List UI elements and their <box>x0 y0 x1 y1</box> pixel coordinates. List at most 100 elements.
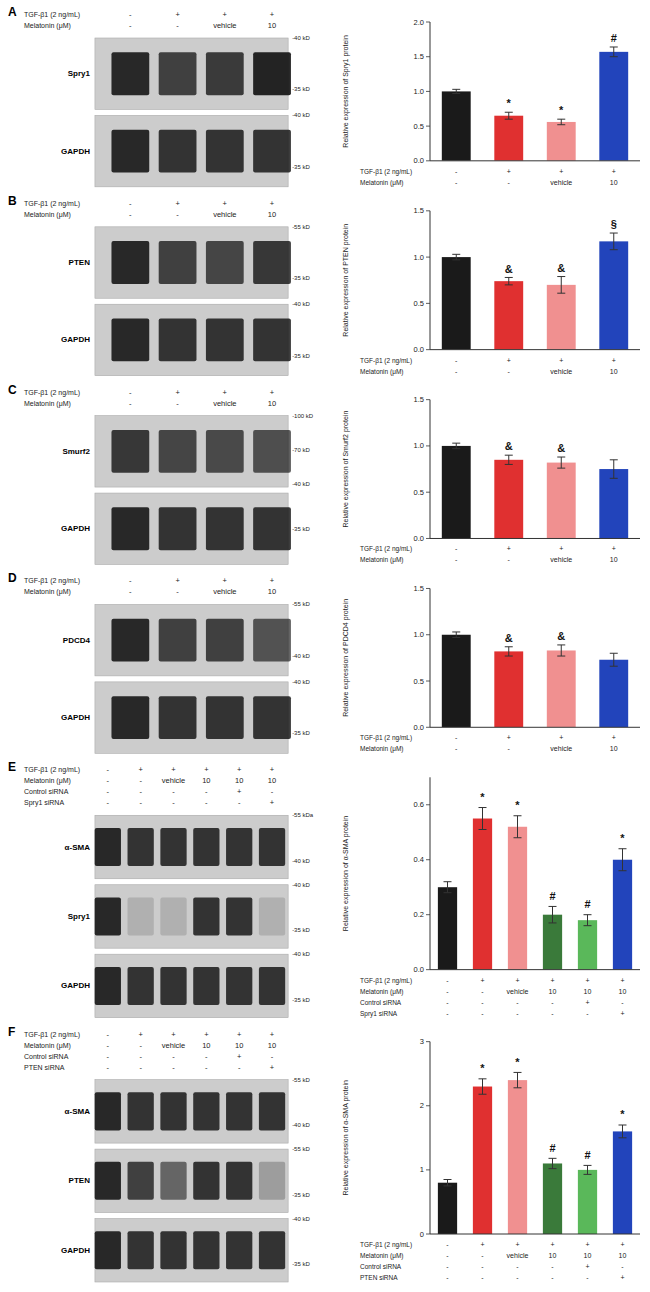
blot-band <box>111 130 149 173</box>
bar <box>543 1163 562 1234</box>
blot-condition-value: - <box>139 1052 142 1061</box>
blot-band <box>95 1162 121 1200</box>
mw-label: -35 kD <box>292 526 310 532</box>
gel-box <box>95 885 288 948</box>
bar-condition-value: - <box>455 357 458 364</box>
y-tick-label: 1.0 <box>414 441 424 450</box>
error-stem <box>508 455 509 464</box>
mw-label: -40 kD <box>292 951 310 957</box>
gel-box <box>95 1149 288 1212</box>
bar-condition-value: - <box>446 977 449 984</box>
bar-condition-value: vehicle <box>550 556 572 563</box>
blot-condition-value: - <box>172 787 175 796</box>
blot-band <box>206 130 244 173</box>
error-cap <box>505 646 513 647</box>
bar-condition-value: 10 <box>619 988 627 995</box>
blot-condition-value: 10 <box>268 776 276 785</box>
y-tick-label: 1.0 <box>414 87 424 96</box>
error-stem <box>561 457 562 468</box>
blot-band <box>253 52 291 95</box>
y-tick-label: 1.0 <box>414 630 424 639</box>
blot-band <box>159 430 197 473</box>
mw-label: -35 kD <box>292 730 310 736</box>
bar-condition-value: - <box>481 1252 484 1259</box>
blot-band <box>259 1092 285 1130</box>
error-stem <box>587 915 588 926</box>
error-stem <box>613 653 614 666</box>
error-cap <box>479 829 487 830</box>
x-axis-line <box>430 1234 640 1235</box>
blot-condition-value: - <box>107 798 110 807</box>
bar-condition-value: - <box>446 1263 449 1270</box>
blot-condition-label: PTEN siRNA <box>24 1064 65 1071</box>
mw-label: -40 kD <box>292 481 310 487</box>
error-cap <box>584 925 592 926</box>
error-bar <box>452 632 460 638</box>
bar-condition-value: + <box>515 977 519 984</box>
mw-label: -35 kD <box>292 164 310 170</box>
blot-band <box>159 507 197 550</box>
bar-condition-value: + <box>550 977 554 984</box>
error-bar <box>479 1079 487 1094</box>
blot-condition-label: TGF-β1 (2 ng/mL) <box>24 200 80 208</box>
y-axis-line <box>430 777 431 969</box>
significance-marker: * <box>620 1108 625 1120</box>
figure: ATGF-β1 (2 ng/mL)-+++Melatonin (μM)--veh… <box>0 0 650 1292</box>
bar-condition-value: - <box>481 988 484 995</box>
blot-band <box>111 430 149 473</box>
bars <box>438 808 632 970</box>
bar-condition-value: + <box>559 545 563 552</box>
y-tick-label: 1.5 <box>414 52 424 61</box>
mw-label: -35 kD <box>292 1261 310 1267</box>
bar-condition-label: Melatonin (μM) <box>360 745 403 753</box>
y-axis-label: Relative expression of α-SMA protein <box>342 1080 350 1195</box>
error-stem <box>561 645 562 656</box>
bar <box>473 1087 492 1234</box>
mw-label: -40 kD <box>292 35 310 41</box>
bar-condition-value: + <box>550 1241 554 1248</box>
bar-condition-value: - <box>551 1274 554 1281</box>
bar <box>438 887 457 969</box>
blot-condition-label: Melatonin (μM) <box>24 211 71 219</box>
bar-condition-value: - <box>508 179 511 186</box>
error-cap <box>514 1072 522 1073</box>
blot-condition-value: + <box>175 576 180 585</box>
bar-condition-label: Control siRNA <box>360 999 402 1006</box>
blot-condition-value: + <box>237 765 242 774</box>
error-bar <box>505 455 513 464</box>
blot-band <box>259 1231 285 1269</box>
y-tick <box>426 303 430 304</box>
bar-condition-label: Melatonin (μM) <box>360 556 403 564</box>
blot-condition-value: - <box>129 21 132 30</box>
error-cap <box>514 815 522 816</box>
bar <box>508 827 527 970</box>
y-tick <box>426 727 430 728</box>
mw-label: -35 kD <box>292 927 310 933</box>
gel-box <box>95 954 288 1017</box>
blot-condition-value: + <box>270 765 275 774</box>
blot-band <box>226 967 252 1005</box>
error-cap <box>452 637 460 638</box>
error-cap <box>505 277 513 278</box>
bar-condition-value: - <box>621 1263 624 1270</box>
y-tick <box>426 445 430 446</box>
error-cap <box>549 922 557 923</box>
x-axis-line <box>430 727 640 728</box>
y-axis-line <box>430 400 431 539</box>
bar-condition-value: 10 <box>610 179 618 186</box>
blot-band <box>259 897 285 935</box>
bar-condition-value: - <box>516 1010 519 1017</box>
significance-marker: & <box>505 263 513 275</box>
blot-condition-value: - <box>107 1030 110 1039</box>
bar <box>438 1183 457 1234</box>
y-tick <box>426 257 430 258</box>
gel-box <box>95 1080 288 1143</box>
error-stem <box>613 47 614 57</box>
mw-label: -40 kD <box>292 112 310 118</box>
bar-condition-value: vehicle <box>550 368 572 375</box>
mw-label: -100 kD <box>292 413 314 419</box>
bar-condition-label: TGF-β1 (2 ng/mL) <box>360 977 412 985</box>
blot-condition-label: TGF-β1 (2 ng/mL) <box>24 1031 80 1039</box>
error-cap <box>505 284 513 285</box>
error-cap <box>610 653 618 654</box>
